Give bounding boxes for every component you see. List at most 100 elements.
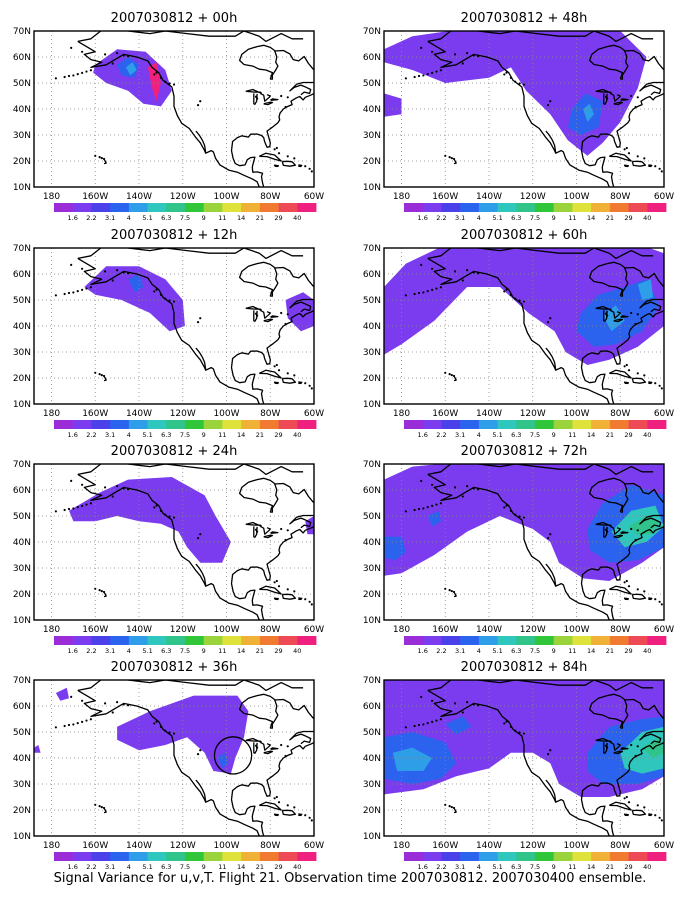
lat-tick-label: 10N	[13, 832, 31, 842]
island	[476, 488, 480, 491]
island	[85, 70, 88, 73]
island	[654, 165, 657, 168]
coastline	[648, 164, 653, 168]
island	[277, 801, 281, 804]
coastline	[77, 40, 260, 187]
lat-tick-label: 40N	[363, 105, 381, 115]
island	[448, 156, 451, 159]
coastline	[624, 482, 664, 504]
colorbar-label: 40	[293, 431, 301, 439]
panel-content	[384, 680, 664, 836]
colorbar-swatch	[72, 203, 92, 212]
colorbar-swatch	[241, 420, 261, 429]
lon-tick-label: 160W	[82, 625, 108, 635]
coastline	[230, 92, 314, 187]
colorbar-label: 5.1	[492, 214, 502, 222]
coastline	[610, 309, 621, 319]
island	[404, 510, 407, 513]
map-panel: 2007030812 + 00h 10N 20N 30N 40N 50N 60N 70N 180…	[13, 11, 324, 222]
colorbar-swatch	[553, 636, 573, 645]
island	[606, 314, 609, 317]
island	[72, 507, 75, 510]
island	[461, 495, 464, 498]
colorbar-label: 14	[237, 647, 245, 655]
panel-title: 2007030812 + 84h	[461, 660, 588, 675]
island	[116, 701, 119, 704]
island	[54, 510, 57, 513]
island	[420, 46, 423, 50]
colorbar-swatch	[497, 636, 517, 645]
colorbar-label: 3.1	[455, 214, 465, 222]
island	[54, 77, 57, 80]
colorbar-label: 29	[624, 431, 632, 439]
lon-tick-label: 140W	[476, 625, 502, 635]
map-frame	[383, 247, 665, 405]
colorbar-label: 1.6	[418, 431, 428, 439]
coastline	[595, 737, 612, 743]
colorbar-swatch	[203, 636, 223, 645]
coastline	[609, 369, 632, 379]
island	[660, 387, 663, 390]
coastline	[230, 741, 314, 836]
island	[453, 270, 457, 273]
coastline	[639, 81, 664, 96]
island	[89, 502, 92, 505]
coastline	[77, 248, 304, 260]
variance-contour	[629, 516, 660, 535]
island	[658, 816, 661, 819]
colorbar-label: 2.2	[86, 431, 96, 439]
lon-tick-label: 180	[43, 192, 60, 202]
colorbar-swatch	[278, 852, 298, 861]
lon-tick-label: 120W	[170, 192, 196, 202]
coastline	[263, 750, 274, 755]
coastline	[289, 81, 314, 96]
coastline	[103, 591, 107, 598]
colorbar-label: 7.5	[530, 431, 540, 439]
coastline	[281, 160, 297, 167]
island	[660, 819, 663, 822]
island	[636, 372, 639, 375]
coastline	[610, 92, 621, 102]
island	[168, 82, 171, 85]
island	[103, 486, 107, 489]
colorbar-label: 11	[568, 647, 576, 655]
island	[514, 513, 517, 516]
colorbar-swatch	[54, 203, 74, 212]
lon-tick-label: 160W	[432, 841, 458, 851]
colorbar-label: 7.5	[180, 863, 190, 871]
island	[81, 504, 84, 507]
coastline	[238, 693, 279, 729]
map-frame	[33, 247, 315, 405]
island	[256, 746, 259, 749]
colorbar-label: 6.3	[161, 647, 171, 655]
colorbar-label: 5.1	[492, 431, 502, 439]
colorbar-swatch	[54, 420, 74, 429]
island	[70, 46, 73, 50]
island	[636, 155, 639, 158]
island	[168, 515, 171, 518]
colorbar-swatch	[147, 420, 167, 429]
coastline	[624, 266, 664, 288]
colorbar-label: 4	[127, 214, 131, 222]
coastline	[613, 318, 624, 323]
colorbar-swatch	[404, 203, 424, 212]
coastline	[77, 689, 260, 836]
island	[417, 723, 421, 727]
variance-contour	[637, 279, 654, 300]
lon-tick-label: 100W	[563, 409, 589, 419]
island	[98, 156, 101, 159]
island	[509, 76, 512, 79]
lat-tick-label: 20N	[363, 806, 381, 816]
island	[636, 313, 639, 316]
panel-content	[384, 248, 664, 404]
island	[636, 804, 639, 807]
island	[625, 363, 628, 367]
panel-title: 2007030812 + 24h	[111, 444, 238, 459]
island	[518, 515, 521, 518]
island	[102, 157, 106, 161]
colorbar-label: 6.3	[161, 214, 171, 222]
island	[518, 82, 521, 85]
coastline	[639, 514, 664, 529]
island	[94, 154, 97, 157]
lat-tick-label: 20N	[13, 157, 31, 167]
